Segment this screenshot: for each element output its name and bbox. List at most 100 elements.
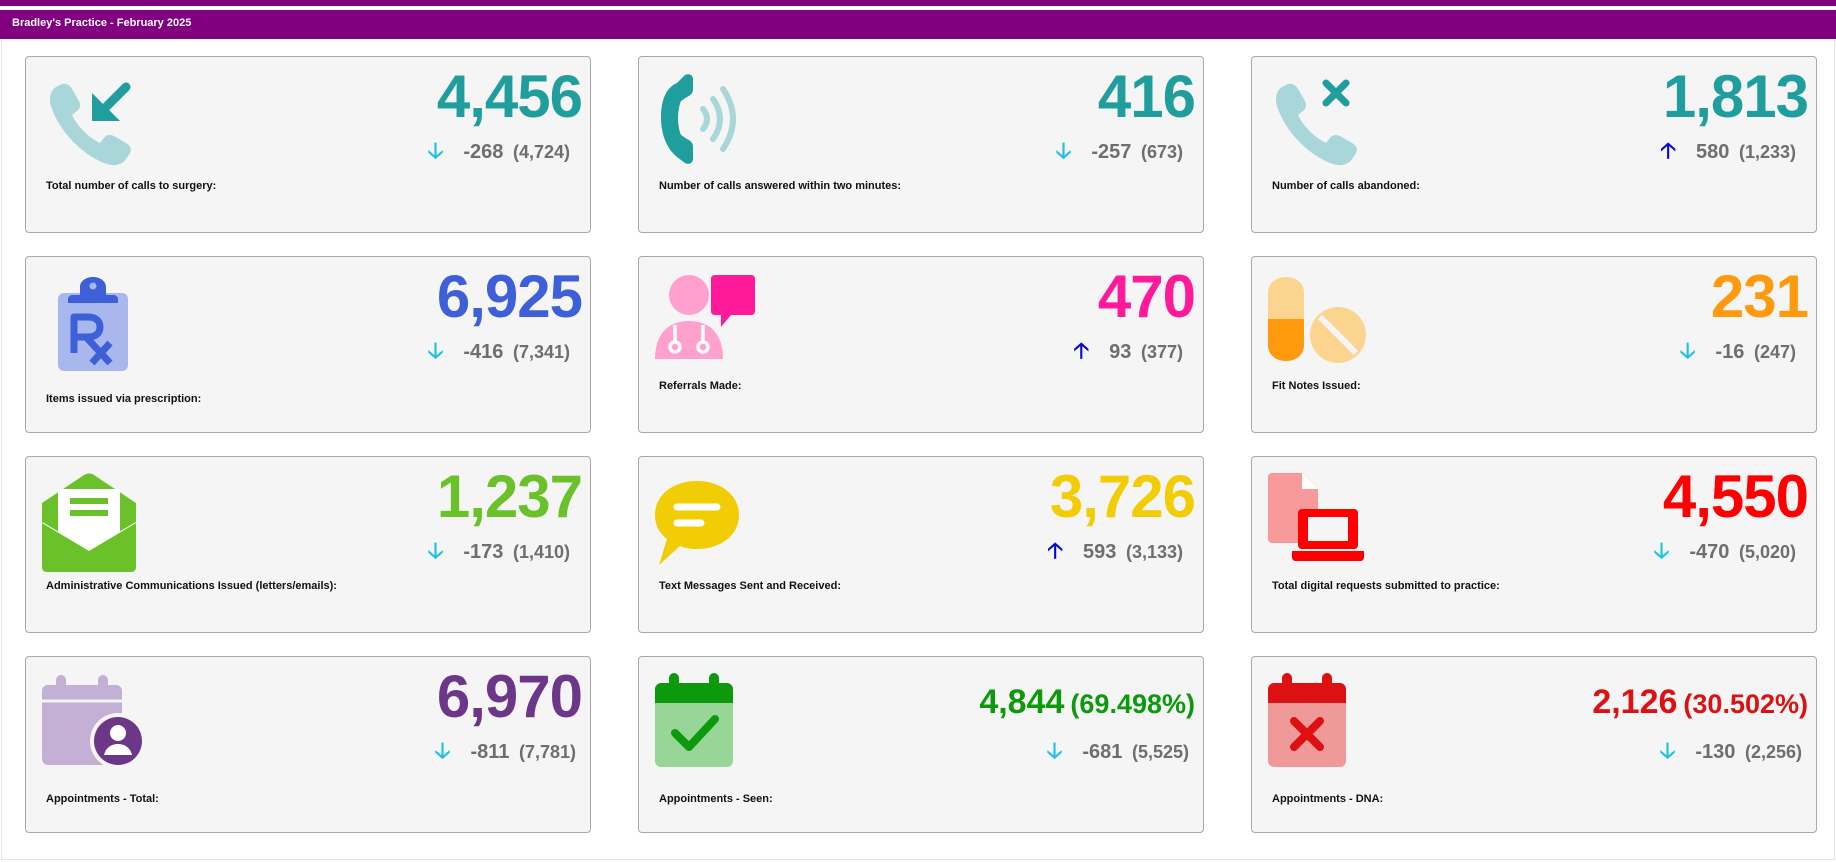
kpi-card-appointments-dna[interactable]: 2,126 (30.502%) 🡣 -130 (2,256) Appointment… <box>1251 656 1817 833</box>
kpi-change: 🡣 -416 (7,341) <box>428 334 570 372</box>
kpi-value: 6,970 <box>436 663 583 730</box>
kpi-percent: (69.498%) <box>1070 689 1195 719</box>
speech-bubble-icon <box>655 473 755 573</box>
kpi-card-digital-requests[interactable]: 4,550 🡣 -470 (5,020) Total digital reques… <box>1251 456 1817 633</box>
kpi-label: Total number of calls to surgery: <box>46 180 217 192</box>
previous-value: (673) <box>1140 142 1183 162</box>
arrow-down-icon: 🡣 <box>427 538 444 563</box>
calendar-user-icon <box>42 673 142 773</box>
previous-value: (3,133) <box>1125 542 1183 562</box>
change-value: 580 <box>1696 141 1730 163</box>
kpi-card-referrals[interactable]: 470 🡡 93 (377) Referrals Made: <box>638 256 1204 433</box>
arrow-down-icon: 🡣 <box>1046 738 1063 763</box>
page-title: Bradley's Practice - February 2025 <box>12 17 192 29</box>
arrow-up-icon: 🡡 <box>1073 338 1090 363</box>
kpi-label: Number of calls abandoned: <box>1272 180 1420 192</box>
kpi-card-total-calls[interactable]: 4,456 🡣 -268 (4,724) Total number of call… <box>25 56 591 233</box>
previous-value: (5,020) <box>1738 542 1796 562</box>
arrow-down-icon: 🡣 <box>1653 538 1670 563</box>
calendar-x-icon <box>1268 673 1368 773</box>
change-value: -268 <box>463 141 504 163</box>
arrow-down-icon: 🡣 <box>434 738 451 763</box>
arrow-down-icon: 🡣 <box>1659 738 1676 763</box>
previous-value: (377) <box>1140 342 1183 362</box>
change-value: -130 <box>1695 741 1736 763</box>
change-value: 93 <box>1109 341 1132 363</box>
kpi-card-fit-notes[interactable]: 231 🡣 -16 (247) Fit Notes Issued: <box>1251 256 1817 433</box>
phone-incoming-icon <box>42 73 142 173</box>
arrow-down-icon: 🡣 <box>1055 138 1072 163</box>
dashboard-frame <box>1 40 1835 860</box>
kpi-change: 🡣 -16 (247) <box>1680 334 1796 372</box>
arrow-down-icon: 🡣 <box>427 338 444 363</box>
kpi-label: Administrative Communications Issued (le… <box>46 580 337 592</box>
kpi-card-text-messages[interactable]: 3,726 🡡 593 (3,133) Text Messages Sent an… <box>638 456 1204 633</box>
change-value: -470 <box>1689 541 1730 563</box>
kpi-change: 🡣 -470 (5,020) <box>1654 534 1796 572</box>
kpi-card-calls-answered[interactable]: 416 🡣 -257 (673) Number of calls answered… <box>638 56 1204 233</box>
kpi-label: Total digital requests submitted to prac… <box>1272 580 1500 592</box>
kpi-value: 6,925 <box>436 263 583 330</box>
arrow-up-icon: 🡡 <box>1047 538 1064 563</box>
previous-value: (5,525) <box>1131 742 1189 762</box>
change-value: 593 <box>1083 541 1117 563</box>
kpi-value: 2,126 (30.502%) <box>1592 679 1808 727</box>
kpi-label: Appointments - DNA: <box>1272 793 1384 805</box>
kpi-value: 4,844 (69.498%) <box>979 679 1195 727</box>
kpi-card-appointments-total[interactable]: 6,970 🡣 -811 (7,781) Appointments - Total… <box>25 656 591 833</box>
kpi-value: 4,550 <box>1662 463 1809 530</box>
prescription-clipboard-icon <box>42 273 142 373</box>
kpi-value: 3,726 <box>1049 463 1196 530</box>
kpi-label: Fit Notes Issued: <box>1272 380 1361 392</box>
kpi-value: 416 <box>1097 63 1196 130</box>
kpi-change: 🡣 -173 (1,410) <box>428 534 570 572</box>
kpi-value: 4,456 <box>436 63 583 130</box>
phone-ringing-icon <box>655 73 755 173</box>
arrow-down-icon: 🡣 <box>1679 338 1696 363</box>
kpi-card-appointments-seen[interactable]: 4,844 (69.498%) 🡣 -681 (5,525) Appointment… <box>638 656 1204 833</box>
kpi-label: Number of calls answered within two minu… <box>659 180 902 192</box>
kpi-number: 4,844 <box>979 683 1065 721</box>
kpi-change: 🡣 -681 (5,525) <box>1047 734 1189 772</box>
kpi-label: Referrals Made: <box>659 380 742 392</box>
arrow-down-icon: 🡣 <box>427 138 444 163</box>
kpi-label: Appointments - Total: <box>46 793 159 805</box>
previous-value: (7,341) <box>512 342 570 362</box>
change-value: -811 <box>470 741 510 763</box>
previous-value: (1,233) <box>1738 142 1796 162</box>
kpi-card-prescription-items[interactable]: 6,925 🡣 -416 (7,341) Items issued via pre… <box>25 256 591 433</box>
change-value: -16 <box>1715 341 1745 363</box>
phone-missed-icon <box>1268 73 1368 173</box>
kpi-label: Items issued via prescription: <box>46 393 202 405</box>
kpi-change: 🡡 93 (377) <box>1073 334 1183 372</box>
kpi-percent: (30.502%) <box>1683 689 1808 719</box>
doctor-chat-icon <box>655 273 755 373</box>
title-bar: Bradley's Practice - February 2025 <box>0 10 1836 39</box>
previous-value: (4,724) <box>512 142 570 162</box>
change-value: -681 <box>1082 741 1123 763</box>
previous-value: (247) <box>1753 342 1796 362</box>
previous-value: (1,410) <box>512 542 570 562</box>
kpi-card-admin-communications[interactable]: 1,237 🡣 -173 (1,410) Administrative Commu… <box>25 456 591 633</box>
previous-value: (2,256) <box>1744 742 1802 762</box>
envelope-open-icon <box>42 473 142 573</box>
kpi-change: 🡡 593 (3,133) <box>1047 534 1183 572</box>
kpi-value: 470 <box>1097 263 1196 330</box>
kpi-value: 231 <box>1710 263 1809 330</box>
change-value: -416 <box>463 341 504 363</box>
kpi-value: 1,237 <box>436 463 583 530</box>
kpi-change: 🡣 -257 (673) <box>1056 134 1183 172</box>
arrow-up-icon: 🡡 <box>1660 138 1677 163</box>
pills-icon <box>1268 273 1368 373</box>
change-value: -257 <box>1091 141 1132 163</box>
kpi-change: 🡣 -130 (2,256) <box>1660 734 1802 772</box>
kpi-change: 🡣 -268 (4,724) <box>428 134 570 172</box>
kpi-label: Appointments - Seen: <box>659 793 773 805</box>
kpi-label: Text Messages Sent and Received: <box>659 580 841 592</box>
calendar-check-icon <box>655 673 755 773</box>
kpi-value: 1,813 <box>1662 63 1809 130</box>
top-accent-line <box>0 0 1836 8</box>
kpi-card-calls-abandoned[interactable]: 1,813 🡡 580 (1,233) Number of calls aband… <box>1251 56 1817 233</box>
kpi-change: 🡣 -811 (7,781) <box>435 734 576 772</box>
change-value: -173 <box>463 541 504 563</box>
